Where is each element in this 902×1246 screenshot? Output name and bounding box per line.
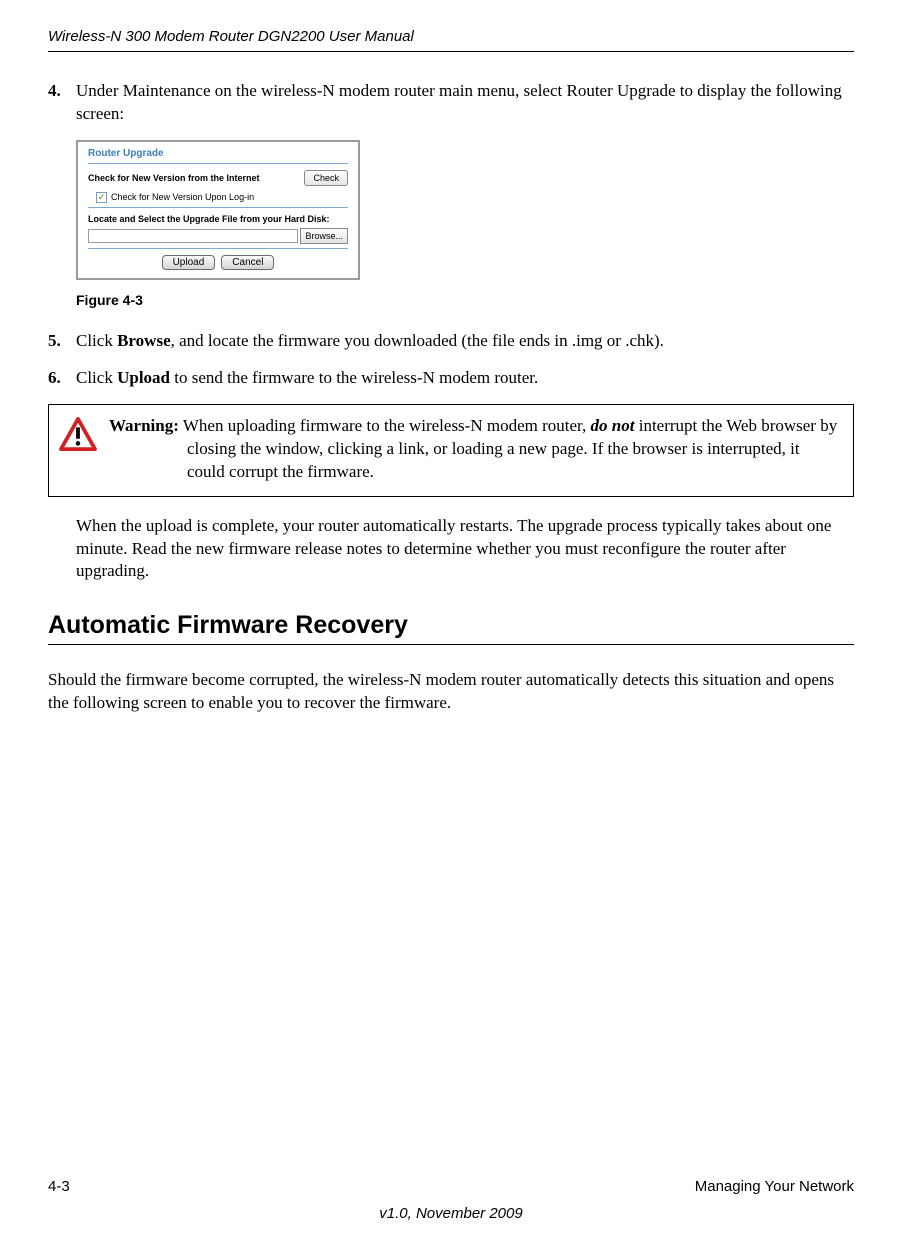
login-check-checkbox[interactable]: ✓ — [96, 192, 107, 203]
step-number: 5. — [48, 330, 76, 353]
warning-label: Warning: — [109, 416, 179, 435]
check-button[interactable]: Check — [304, 170, 348, 186]
footer-chapter: Managing Your Network — [695, 1178, 854, 1195]
warning-icon — [59, 417, 99, 456]
page-header: Wireless-N 300 Modem Router DGN2200 User… — [48, 28, 854, 52]
panel-title: Router Upgrade — [88, 148, 348, 159]
step-4: 4. Under Maintenance on the wireless-N m… — [48, 80, 854, 126]
text-fragment: Click — [76, 368, 117, 387]
browse-button[interactable]: Browse... — [300, 228, 348, 244]
post-warning-paragraph: When the upload is complete, your router… — [76, 515, 854, 584]
step-text: Click Upload to send the firmware to the… — [76, 367, 854, 390]
router-upgrade-figure: Router Upgrade Check for New Version fro… — [76, 140, 854, 308]
section-body: Should the firmware become corrupted, th… — [48, 669, 854, 715]
section-heading: Automatic Firmware Recovery — [48, 611, 854, 640]
locate-label: Locate and Select the Upgrade File from … — [88, 214, 348, 224]
checkbox-row: ✓ Check for New Version Upon Log-in — [96, 192, 348, 203]
step-number: 4. — [48, 80, 76, 126]
check-label: Check for New Version from the Internet — [88, 173, 260, 183]
header-divider — [48, 51, 854, 52]
check-row: Check for New Version from the Internet … — [88, 170, 348, 186]
step-number: 6. — [48, 367, 76, 390]
footer-version: v1.0, November 2009 — [48, 1205, 854, 1222]
step-text: Under Maintenance on the wireless-N mode… — [76, 80, 854, 126]
panel-divider-2 — [88, 207, 348, 208]
warning-emphasis: do not — [591, 416, 635, 435]
text-fragment: When uploading firmware to the wireless-… — [179, 416, 591, 435]
file-row: Browse... — [88, 228, 348, 244]
text-fragment: Click — [76, 331, 117, 350]
panel-divider — [88, 163, 348, 164]
warning-text: Warning: When uploading firmware to the … — [109, 415, 839, 484]
cancel-button[interactable]: Cancel — [221, 255, 274, 270]
manual-title: Wireless-N 300 Modem Router DGN2200 User… — [48, 28, 854, 45]
section-divider — [48, 644, 854, 645]
footer-row: 4-3 Managing Your Network — [48, 1178, 854, 1195]
panel-divider-3 — [88, 248, 348, 249]
action-row: Upload Cancel — [88, 255, 348, 270]
text-fragment: to send the firmware to the wireless-N m… — [170, 368, 538, 387]
upload-button[interactable]: Upload — [162, 255, 216, 270]
router-upgrade-panel: Router Upgrade Check for New Version fro… — [76, 140, 360, 280]
figure-caption: Figure 4-3 — [76, 292, 854, 308]
step-5: 5. Click Browse, and locate the firmware… — [48, 330, 854, 353]
step-text: Click Browse, and locate the firmware yo… — [76, 330, 854, 353]
step-6: 6. Click Upload to send the firmware to … — [48, 367, 854, 390]
page-number: 4-3 — [48, 1178, 70, 1195]
warning-box: Warning: When uploading firmware to the … — [48, 404, 854, 497]
bold-term: Browse — [117, 331, 171, 350]
file-path-input[interactable] — [88, 229, 298, 243]
bold-term: Upload — [117, 368, 170, 387]
page-footer: 4-3 Managing Your Network v1.0, November… — [48, 1178, 854, 1222]
checkbox-label: Check for New Version Upon Log-in — [111, 192, 254, 202]
text-fragment: , and locate the firmware you downloaded… — [171, 331, 664, 350]
